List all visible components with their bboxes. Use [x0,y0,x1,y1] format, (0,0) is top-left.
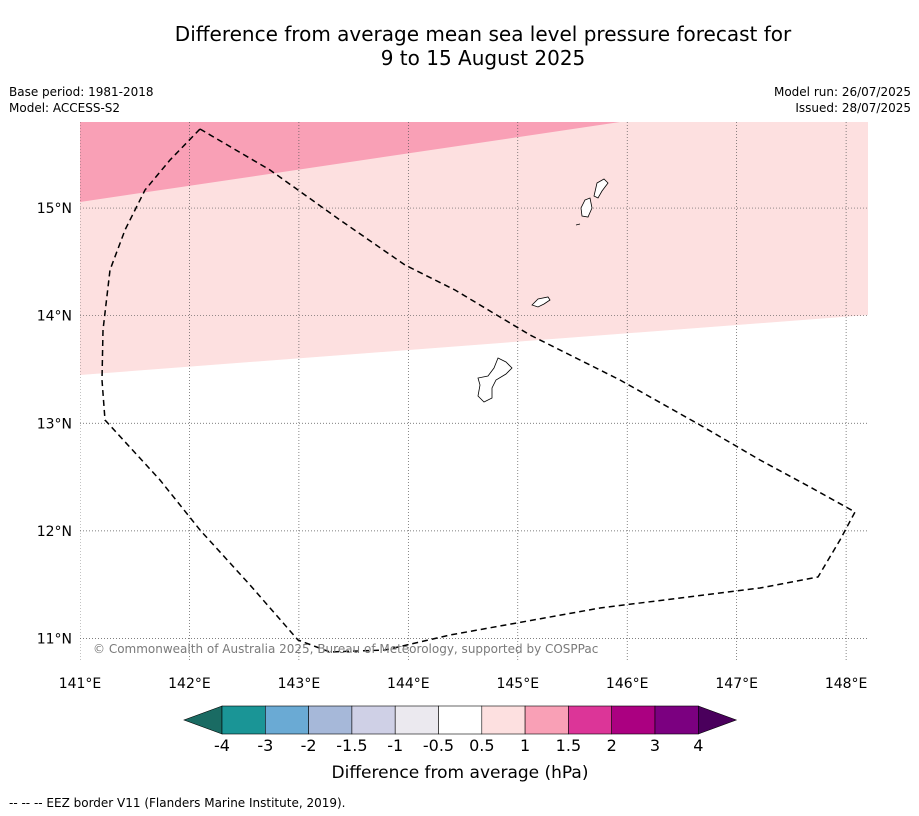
lat-tick-label: 11°N [37,631,72,647]
tinian-island [580,197,593,218]
colorbar: -4 -3 -2 -1.5 -1 -0.5 0.5 1 1.5 2 3 4 [183,705,738,755]
colorbar-tick-label: 1 [520,736,530,755]
title-line-1: Difference from average mean sea level p… [174,22,792,46]
footer-note: -- -- -- EEZ border V11 (Flanders Marine… [9,796,346,810]
latitude-labels: 15°N 14°N 13°N 12°N 11°N [37,201,72,647]
colorbar-segment [611,705,656,735]
aguijan-island [575,223,581,226]
colorbar-segment [568,705,613,735]
colorbar-segment [351,705,396,735]
colorbar-label: Difference from average (hPa) [332,763,589,783]
colorbar-tick-label: -4 [214,736,230,755]
colorbar-tick-label: 1.5 [556,736,581,755]
model-name: Model: ACCESS-S2 [9,101,121,115]
colorbar-segment [524,705,569,735]
colorbar-segment [264,705,309,735]
lon-tick-label: 141°E [59,676,102,692]
saipan-island [593,178,609,199]
lat-tick-label: 13°N [37,416,72,432]
map-area [80,122,868,660]
colorbar-over-arrow [697,705,738,735]
graticule [80,122,868,660]
model-run: Model run: 26/07/2025 [773,85,911,99]
lon-tick-label: 148°E [825,676,868,692]
meta-left: Base period: 1981-2018 Model: ACCESS-S2 [9,84,154,116]
colorbar-segment [308,705,353,735]
lon-tick-label: 142°E [168,676,211,692]
lon-tick-label: 147°E [715,676,758,692]
lon-tick-label: 145°E [496,676,539,692]
colorbar-segment [481,705,526,735]
copyright-notice: © Commonwealth of Australia 2025, Bureau… [93,642,598,656]
colorbar-under-arrow [183,705,223,735]
colorbar-segment [221,705,266,735]
lat-tick-label: 15°N [37,201,72,217]
colorbar-tick-label: -1.5 [336,736,367,755]
islands [477,178,609,403]
base-period: Base period: 1981-2018 [9,85,154,99]
chart-title: Difference from average mean sea level p… [0,22,919,70]
colorbar-tick-label: 2 [607,736,617,755]
guam-island [477,357,513,403]
rota-island [531,296,551,308]
meta-right: Model run: 26/07/2025 Issued: 28/07/2025 [774,84,911,116]
colorbar-tick-label: -3 [257,736,273,755]
lon-tick-label: 146°E [606,676,649,692]
lat-tick-label: 14°N [37,309,72,325]
colorbar-tick-label: 3 [650,736,660,755]
anomaly-band-0.5-1 [80,122,868,375]
colorbar-tick-label: -0.5 [423,736,454,755]
eez-border [101,128,857,653]
colorbar-tick-label: -2 [301,736,317,755]
lon-tick-label: 144°E [387,676,430,692]
colorbar-tick-label: -1 [387,736,403,755]
longitude-labels: 141°E 142°E 143°E 144°E 145°E 146°E 147°E 148°E [59,676,868,692]
colorbar-segment [394,705,439,735]
anomaly-band-1-1.5 [80,122,620,202]
colorbar-tick-label: 0.5 [469,736,494,755]
title-line-2: 9 to 15 August 2025 [380,46,586,70]
colorbar-segment [438,705,483,735]
lon-tick-label: 143°E [278,676,321,692]
colorbar-segment [654,705,699,735]
lat-tick-label: 12°N [37,524,72,540]
colorbar-tick-label: 4 [693,736,703,755]
issued-date: Issued: 28/07/2025 [795,101,911,115]
